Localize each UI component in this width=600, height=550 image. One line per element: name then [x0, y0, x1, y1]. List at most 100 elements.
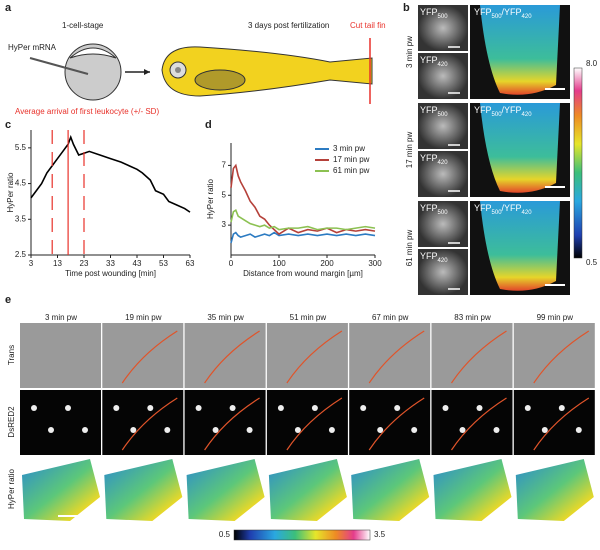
y-axis-label: HyPer ratio	[206, 178, 215, 219]
data-line	[230, 163, 376, 236]
track	[286, 330, 343, 384]
label-part: 500	[438, 210, 449, 216]
image	[22, 459, 100, 521]
cell	[65, 405, 71, 411]
image	[480, 5, 560, 95]
column-label: 99 min pw	[537, 313, 574, 322]
track	[533, 397, 590, 451]
image	[513, 390, 595, 455]
channel-label: YFP420	[420, 55, 448, 67]
channel-label: YFP500/YFP420	[474, 7, 532, 19]
panel-label: a	[5, 2, 12, 14]
image	[418, 249, 468, 295]
y-tick-label: 5.5	[15, 143, 27, 152]
x-tick-label: 300	[368, 259, 382, 268]
cell	[328, 427, 335, 433]
label-part: /YFP	[502, 7, 522, 17]
colorbar-label: 0.5	[586, 258, 598, 267]
cell	[147, 405, 154, 411]
cell	[48, 427, 54, 433]
data-line	[230, 209, 376, 231]
label-part: /YFP	[502, 203, 522, 213]
label-part: YFP	[474, 7, 492, 17]
track	[204, 330, 260, 384]
image	[184, 390, 266, 455]
image	[184, 323, 266, 388]
x-tick-label: 33	[106, 259, 115, 268]
cell	[558, 405, 565, 411]
cell	[31, 405, 37, 411]
track	[368, 397, 425, 451]
cell	[411, 427, 418, 433]
y-axis-label: HyPer ratio	[6, 172, 15, 213]
legend-label: 3 min pw	[333, 144, 365, 153]
row-label: Trans	[7, 345, 16, 365]
track	[533, 330, 590, 384]
label-part: 420	[522, 14, 533, 20]
x-tick-label: 3	[29, 259, 34, 268]
cell	[394, 405, 401, 411]
image	[20, 323, 101, 388]
cell	[164, 427, 171, 433]
label-part: YFP	[420, 153, 438, 163]
label-part: YFP	[420, 7, 438, 17]
image	[418, 5, 468, 51]
cell	[277, 405, 284, 411]
row-label: 3 min pw	[405, 36, 414, 68]
row-label: 17 min pw	[405, 132, 414, 169]
image	[418, 53, 468, 99]
column-label: 67 min pw	[372, 313, 409, 322]
panel-label: c	[5, 119, 11, 131]
cell	[246, 427, 253, 433]
label: Cut tail fin	[350, 21, 386, 30]
cell	[360, 405, 367, 411]
cell	[493, 427, 500, 433]
cell	[294, 427, 301, 433]
channel-label: YFP500	[420, 7, 448, 19]
panel-label: d	[205, 119, 212, 131]
image	[418, 103, 468, 149]
cell	[229, 405, 236, 411]
image	[433, 459, 512, 521]
row-label: DsRED2	[7, 406, 16, 438]
image	[349, 390, 431, 455]
image	[418, 151, 468, 197]
cell	[130, 427, 137, 433]
cell	[575, 427, 582, 433]
colorbar-label: 8.0	[586, 59, 598, 68]
image	[266, 323, 348, 388]
channel-label: YFP420	[420, 251, 448, 263]
colorbar	[233, 529, 371, 541]
y-tick-label: 5	[222, 190, 227, 199]
cell	[524, 405, 531, 411]
image	[513, 323, 595, 388]
label-part: 500	[492, 14, 503, 20]
track	[451, 330, 507, 384]
x-tick-label: 13	[53, 259, 62, 268]
label-part: YFP	[474, 203, 492, 213]
channel-label: YFP420	[420, 153, 448, 165]
cell	[541, 427, 548, 433]
column-label: 35 min pw	[207, 313, 244, 322]
label-part: 420	[522, 210, 533, 216]
label-part: 420	[438, 62, 449, 68]
label-part: 420	[522, 112, 533, 118]
x-tick-label: 63	[186, 259, 195, 268]
track	[368, 330, 425, 384]
image	[186, 459, 265, 521]
image	[515, 459, 594, 521]
label-part: YFP	[420, 105, 438, 115]
channel-label: YFP500	[420, 105, 448, 117]
cell	[476, 405, 483, 411]
colorbar-label: 0.5	[219, 530, 231, 539]
column-label: 19 min pw	[125, 313, 162, 322]
label: 3 days post fertilization	[248, 21, 329, 30]
row-label: HyPer ratio	[7, 468, 16, 509]
image	[480, 201, 560, 291]
annotation: Average arrival of first leukocyte (+/- …	[15, 107, 159, 116]
label-part: /YFP	[502, 105, 522, 115]
label-part: 500	[438, 14, 449, 20]
track	[451, 397, 507, 451]
legend-label: 17 min pw	[333, 155, 370, 164]
